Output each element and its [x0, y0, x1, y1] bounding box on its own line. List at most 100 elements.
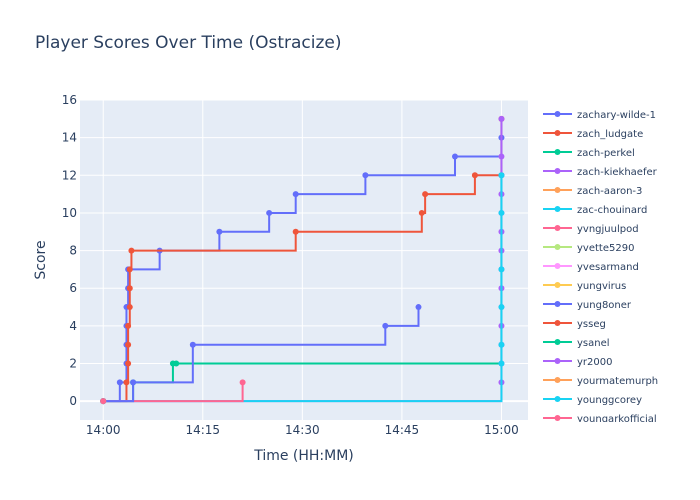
series-youngarkofficial: [100, 398, 107, 405]
y-tick-label: 10: [62, 206, 77, 220]
legend-swatch-marker: [554, 187, 561, 193]
data-point: [216, 228, 223, 235]
y-axis-label: Score: [33, 240, 49, 279]
y-tick-label: 14: [62, 131, 77, 145]
legend-item[interactable]: yung8oner: [543, 300, 632, 311]
x-tick-labels: 14:00 14:15 14:30 14:45 15:00: [86, 423, 519, 437]
legend-label: ysanel: [577, 338, 610, 349]
legend-item[interactable]: zach-aaron-3: [543, 186, 642, 197]
legend-label: yourmatemurph: [577, 376, 658, 387]
data-point: [123, 379, 130, 386]
legend-label: yr2000: [577, 357, 612, 368]
data-point: [125, 341, 132, 348]
legend-label: younggcorey: [577, 395, 642, 406]
legend-label: yungvirus: [577, 281, 626, 292]
x-tick-label: 14:30: [285, 423, 320, 437]
y-tick-label: 6: [69, 281, 77, 295]
legend-item[interactable]: youngarkofficial: [543, 414, 657, 425]
legend-item[interactable]: yungvirus: [543, 281, 626, 292]
data-point: [126, 285, 133, 292]
data-point: [498, 304, 505, 311]
legend-swatch-marker: [554, 130, 561, 136]
data-point: [130, 379, 137, 386]
legend-label: zach-aaron-3: [577, 186, 642, 197]
legend-item[interactable]: yr2000: [543, 357, 612, 368]
legend-item[interactable]: zac-chouinard: [543, 205, 647, 216]
data-point: [498, 341, 505, 348]
legend-swatch-marker: [554, 244, 561, 250]
legend-item[interactable]: zachary-wilde-1: [543, 110, 656, 121]
legend-label: zach_ludgate: [577, 129, 643, 140]
data-point: [173, 360, 180, 367]
data-point: [100, 398, 107, 405]
data-point: [125, 322, 132, 329]
data-point: [189, 341, 196, 348]
legend-item[interactable]: yvette5290: [543, 243, 634, 254]
legend-label: zach-kiekhaefer: [577, 167, 658, 178]
plot-background: [80, 100, 528, 420]
legend-swatch-marker: [554, 206, 561, 212]
legend-label: youngarkofficial: [577, 414, 657, 425]
legend-item[interactable]: zach-perkel: [543, 148, 635, 159]
chart-title: Player Scores Over Time (Ostracize): [35, 33, 342, 53]
x-tick-label: 14:45: [385, 423, 420, 437]
data-point: [451, 153, 458, 160]
legend-swatch-marker: [554, 263, 561, 269]
data-point: [498, 115, 505, 122]
legend-item[interactable]: zach-kiekhaefer: [543, 167, 658, 178]
legend-label: yvette5290: [577, 243, 634, 254]
legend-swatch-marker: [554, 149, 561, 155]
data-point: [116, 379, 123, 386]
data-point: [266, 209, 273, 216]
legend-item[interactable]: yvesarmand: [543, 262, 639, 273]
legend-swatch-marker: [554, 320, 561, 326]
data-point: [362, 172, 369, 179]
series-zach_ludgate: [100, 115, 505, 405]
legend-item[interactable]: ysanel: [543, 338, 610, 349]
legend-swatch-marker: [554, 168, 561, 174]
legend-swatch-marker: [554, 111, 561, 117]
data-point: [128, 247, 135, 254]
legend-swatch-marker: [554, 396, 561, 402]
legend-label: zac-chouinard: [577, 205, 647, 216]
legend-swatch-marker: [554, 282, 561, 288]
y-tick-label: 12: [62, 168, 77, 182]
legend-label: yung8oner: [577, 300, 632, 311]
legend-swatch-marker: [554, 358, 561, 364]
y-tick-label: 4: [69, 319, 77, 333]
legend-label: ysseg: [577, 319, 606, 330]
legend-label: zach-perkel: [577, 148, 635, 159]
x-tick-label: 14:00: [86, 423, 121, 437]
legend-item[interactable]: younggcorey: [543, 395, 642, 406]
legend-swatch-marker: [554, 377, 561, 383]
series-line: [103, 382, 244, 403]
legend-swatch-marker: [554, 339, 561, 345]
data-point: [415, 304, 422, 311]
data-point: [126, 304, 133, 311]
data-point: [125, 360, 132, 367]
data-point: [422, 191, 429, 198]
legend-item[interactable]: yourmatemurph: [543, 376, 658, 387]
data-point: [498, 360, 505, 367]
legend-item[interactable]: zach_ludgate: [543, 129, 643, 140]
y-tick-label: 0: [69, 394, 77, 408]
series-group: [100, 115, 505, 405]
data-point: [498, 266, 505, 273]
x-axis-label: Time (HH:MM): [253, 448, 354, 464]
data-point: [471, 172, 478, 179]
data-point: [498, 153, 505, 160]
y-tick-label: 2: [69, 357, 77, 371]
y-tick-label: 8: [69, 244, 77, 258]
y-tick-labels: 0 2 4 6 8 10 12 14 16: [62, 93, 77, 408]
x-tick-label: 14:15: [185, 423, 220, 437]
legend-item[interactable]: yvngjuulpod: [543, 224, 639, 235]
y-tick-label: 16: [62, 93, 77, 107]
legend-swatch-marker: [554, 301, 561, 307]
legend[interactable]: zachary-wilde-1 zach_ludgate zach-perkel za…: [543, 110, 658, 425]
data-point: [126, 266, 133, 273]
legend-label: yvesarmand: [577, 262, 639, 273]
legend-item[interactable]: ysseg: [543, 319, 606, 330]
legend-label: yvngjuulpod: [577, 224, 639, 235]
